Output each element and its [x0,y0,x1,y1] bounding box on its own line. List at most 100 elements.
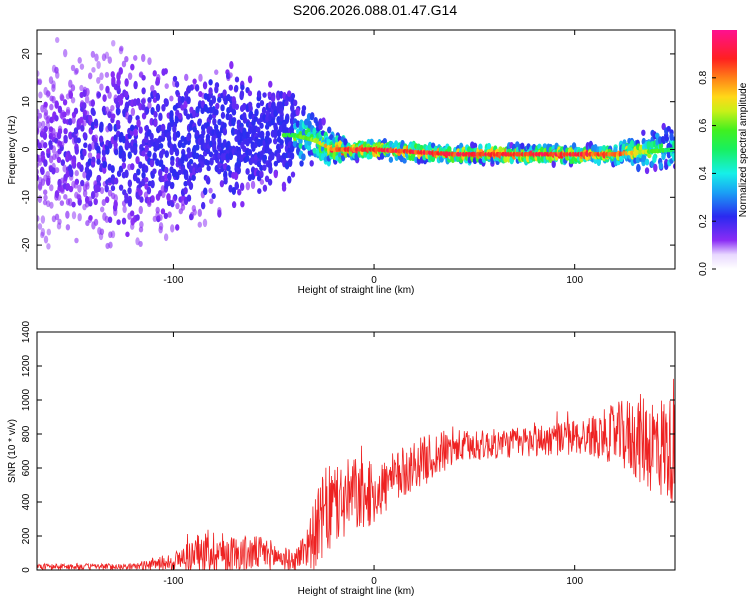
heatmap-cell [40,168,45,176]
heatmap-cell [664,135,669,142]
heatmap-cell [222,122,227,129]
heatmap-cell [74,170,79,177]
heatmap-cell [290,92,296,100]
heatmap-cell [118,67,123,75]
heatmap-cell [259,122,264,129]
heatmap-cell [87,72,93,80]
heatmap-cell [217,118,222,126]
heatmap-cell [62,99,68,106]
heatmap-cell [233,172,239,181]
heatmap-cell [167,172,172,181]
heatmap-cell [56,222,62,230]
colorbar-tick-label: 0.4 [698,166,709,180]
heatmap-cell [127,151,132,159]
heatmap-cell [273,122,278,130]
heatmap-cell [212,118,217,126]
heatmap-cell [211,95,217,104]
heatmap-cell [147,101,152,110]
heatmap-cell [139,221,144,229]
heatmap-cell [379,152,385,160]
heatmap-cell [195,129,200,137]
heatmap-cell [180,95,185,104]
heatmap-cell [102,94,107,102]
snr-ytick-label: 1000 [21,388,32,411]
heatmap-ytick-label: -20 [21,237,32,252]
heatmap-cell [202,218,208,228]
heatmap-cell [99,186,105,195]
snr-ytick-label: 0 [21,567,32,573]
heatmap-cell [118,184,124,191]
heatmap-cell [219,180,225,188]
heatmap-cell [37,195,43,203]
heatmap-cell [118,97,124,106]
heatmap-cell [113,200,118,209]
heatmap-cell [136,119,141,128]
heatmap-cell [51,80,56,89]
heatmap-cell [98,135,104,143]
heatmap-cell [211,135,216,143]
heatmap-cell [77,194,82,201]
colorbar-ticks: 0.0 0.2 0.4 0.6 0.8 [698,70,716,276]
heatmap-cell [160,123,166,131]
heatmap-cell [141,97,147,105]
heatmap-cell [268,80,273,88]
heatmap-cell [164,150,169,158]
heatmap-cell [141,103,146,111]
heatmap-cell [226,164,231,172]
heatmap-cell [273,129,278,139]
heatmap-cell [256,102,261,109]
heatmap-cell [240,200,245,208]
heatmap-cell [262,164,267,171]
heatmap-cell [253,116,258,122]
heatmap-cell [270,151,275,161]
heatmap-cell [262,154,267,162]
heatmap-cell [85,180,90,187]
heatmap-cell [110,185,116,192]
heatmap-cell [293,99,298,107]
heatmap-cell [520,142,525,150]
heatmap-cell [141,87,146,95]
heatmap-xtick-label: 100 [566,275,583,286]
heatmap-cell [158,222,164,231]
heatmap-cell [83,142,88,149]
heatmap-cell [174,115,180,124]
heatmap-cell [192,208,197,216]
heatmap-xtick-label: 0 [371,275,377,286]
heatmap-cell [96,174,102,182]
heatmap-cell [82,132,88,140]
heatmap-cell [102,166,107,174]
heatmap-cell [262,184,268,192]
heatmap-cell [113,194,118,203]
heatmap-cell [59,200,65,207]
heatmap-cell [68,131,73,138]
heatmap-cell [215,102,220,110]
heatmap-cell [166,131,171,140]
heatmap-cell [63,134,68,142]
heatmap-cell [107,56,112,64]
heatmap-cell [99,83,104,91]
heatmap-cell [124,90,129,98]
heatmap-cell [267,91,272,98]
heatmap-x-label: Height of straight line (km) [298,285,415,296]
heatmap-cell [104,51,110,59]
heatmap-cell [197,221,202,228]
heatmap-cell [279,139,284,146]
heatmap-cell [212,144,217,151]
heatmap-cell [644,158,650,166]
heatmap-cell [229,61,234,70]
heatmap-cell [49,103,54,111]
heatmap-cell [90,107,95,116]
heatmap-cell [56,131,62,140]
heatmap-cell [164,166,169,174]
heatmap-cell [641,129,646,136]
heatmap-cell [96,184,101,193]
heatmap-cell [155,103,161,113]
heatmap-x-axis: -100 0 100 [163,30,583,286]
snr-ytick-label: 600 [21,459,32,476]
heatmap-cell [635,156,641,164]
heatmap-cell [163,233,169,242]
heatmap-cell [286,90,292,97]
heatmap-cell [144,144,149,153]
heatmap-cell [129,210,135,217]
heatmap-cell [257,188,262,194]
